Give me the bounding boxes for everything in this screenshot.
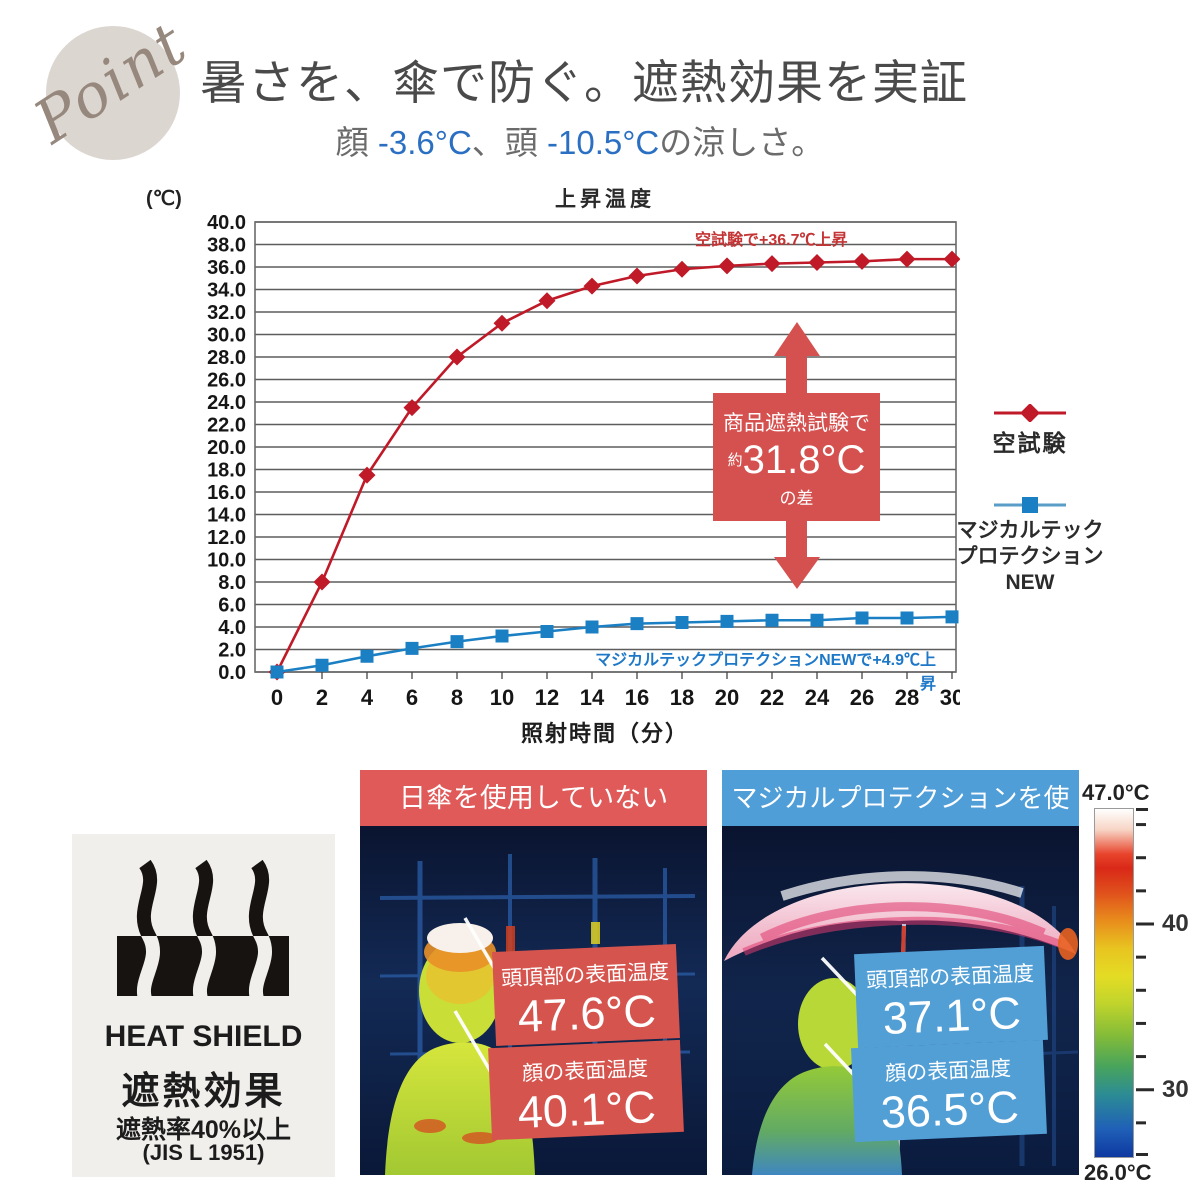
svg-text:14: 14: [580, 685, 605, 710]
heat-shield-rate: 遮熱率40%以上: [115, 1116, 292, 1144]
diff-approx: 約: [727, 452, 743, 469]
temp-tag-no-parasol-head: 頭頂部の表面温度 47.6°C: [492, 944, 680, 1046]
page-title: 暑さを、傘で防ぐ。遮熱効果を実証: [200, 56, 968, 109]
svg-text:18.0: 18.0: [207, 460, 246, 482]
annotation-blank-test: 空試験で+36.7℃上昇: [695, 232, 848, 249]
svg-text:30.0: 30.0: [207, 325, 246, 347]
svg-text:22.0: 22.0: [207, 415, 246, 437]
point-badge: [46, 26, 180, 160]
heat-shield-effect: 遮熱効果: [121, 1071, 286, 1113]
legend-marker-product-icon: [994, 497, 1066, 513]
svg-text:0: 0: [271, 685, 283, 710]
chart-title: 上昇温度: [555, 188, 655, 211]
svg-text:8: 8: [451, 685, 463, 710]
chart-legend: 空試験 マジカルテック プロテクション NEW: [950, 404, 1110, 595]
svg-text:8.0: 8.0: [218, 572, 246, 594]
temp-tag-value: 36.5°C: [879, 1080, 1020, 1138]
temp-tag-value: 40.1°C: [516, 1080, 657, 1138]
svg-text:20.0: 20.0: [207, 437, 246, 459]
up-arrow-icon: [774, 322, 820, 356]
svg-text:12: 12: [535, 685, 559, 710]
legend-marker-blank-test-icon: [994, 404, 1066, 422]
subtitle-suffix: の涼しさ。: [659, 124, 825, 161]
thermal-panel-no-parasol-header: 日傘を使用していない: [360, 770, 707, 826]
scale-tick-30: 30: [1162, 1076, 1189, 1103]
temp-tag-value: 37.1°C: [881, 986, 1022, 1044]
svg-text:12.0: 12.0: [207, 527, 246, 549]
annotation-product-test: マジカルテックプロテクションNEWで+4.9℃上昇: [595, 652, 936, 693]
page-subtitle: 顔 -3.6°C、頭 -10.5°Cの涼しさ。: [200, 116, 960, 164]
svg-text:14.0: 14.0: [207, 505, 246, 527]
colorbar-ticks: [1136, 808, 1154, 1156]
legend-product-line2: プロテクション: [956, 544, 1104, 568]
subtitle-prefix: 顔: [335, 124, 378, 161]
svg-text:26.0: 26.0: [207, 370, 246, 392]
svg-text:26: 26: [850, 685, 874, 710]
temp-tag-parasol-head: 頭頂部の表面温度 37.1°C: [854, 945, 1048, 1049]
svg-text:4: 4: [361, 685, 374, 710]
subtitle-mid: 、頭: [471, 124, 547, 161]
legend-product-line1: マジカルテック: [956, 519, 1104, 542]
diff-line1: 商品遮熱試験で: [723, 412, 870, 435]
temp-tag-no-parasol-face: 顔の表面温度 40.1°C: [488, 1039, 684, 1141]
heat-steam-icon: [117, 859, 289, 996]
svg-text:6.0: 6.0: [218, 595, 246, 617]
svg-text:16.0: 16.0: [207, 482, 246, 504]
legend-label-blank-test: 空試験: [992, 430, 1068, 456]
down-arrow-shaft: [786, 521, 807, 557]
svg-text:30: 30: [940, 685, 960, 710]
svg-text:6: 6: [406, 685, 418, 710]
svg-text:38.0: 38.0: [207, 235, 246, 257]
thermal-colorbar: [1094, 808, 1134, 1158]
svg-text:32.0: 32.0: [207, 302, 246, 324]
svg-text:0.0: 0.0: [218, 662, 246, 684]
heat-shield-certification-card: HEAT SHIELD 遮熱効果 遮熱率40%以上 (JIS L 1951): [72, 834, 335, 1177]
diff-line3: の差: [779, 489, 814, 508]
subtitle-face-temp: -3.6°C: [377, 124, 472, 161]
temperature-difference-callout: 商品遮熱試験で 約31.8°C の差: [713, 393, 880, 521]
temp-tag-value: 47.6°C: [516, 984, 657, 1042]
svg-text:4.0: 4.0: [218, 617, 246, 639]
up-arrow-shaft: [786, 354, 807, 394]
thermal-panel-with-parasol-header: マジカルプロテクションを使用: [722, 770, 1079, 869]
scale-tick-40: 40: [1162, 910, 1189, 937]
diff-value-row: 約31.8°C: [713, 439, 880, 481]
svg-text:2.0: 2.0: [218, 640, 246, 662]
svg-text:20: 20: [715, 685, 739, 710]
legend-label-product: マジカルテック プロテクション NEW: [950, 518, 1110, 595]
heat-shield-standard: (JIS L 1951): [142, 1140, 265, 1165]
svg-text:36.0: 36.0: [207, 257, 246, 279]
subtitle-head-temp: -10.5°C: [547, 124, 660, 161]
heat-shield-name: HEAT SHIELD: [104, 1020, 303, 1053]
svg-text:2: 2: [316, 685, 328, 710]
x-axis-title: 照射時間（分）: [520, 721, 689, 746]
svg-text:10.0: 10.0: [207, 550, 246, 572]
svg-text:40.0: 40.0: [207, 212, 246, 234]
svg-text:18: 18: [670, 685, 694, 710]
svg-text:16: 16: [625, 685, 649, 710]
svg-text:28: 28: [895, 685, 919, 710]
y-axis-unit: (℃): [146, 188, 182, 210]
scale-min-label: 26.0°C: [1084, 1160, 1152, 1185]
svg-text:28.0: 28.0: [207, 347, 246, 369]
svg-text:34.0: 34.0: [207, 280, 246, 302]
diff-value: 31.8°C: [742, 438, 866, 482]
temperature-line-chart: 0.02.04.06.08.010.012.014.016.018.020.02…: [207, 212, 960, 710]
legend-spacer: [950, 458, 1110, 496]
svg-text:24.0: 24.0: [207, 392, 246, 414]
svg-text:10: 10: [490, 685, 514, 710]
legend-product-line3: NEW: [1005, 570, 1055, 594]
svg-text:24: 24: [805, 685, 830, 710]
svg-text:22: 22: [760, 685, 784, 710]
temp-tag-parasol-face: 顔の表面温度 36.5°C: [851, 1039, 1047, 1143]
scale-max-label: 47.0°C: [1082, 780, 1150, 805]
down-arrow-icon: [774, 557, 820, 589]
